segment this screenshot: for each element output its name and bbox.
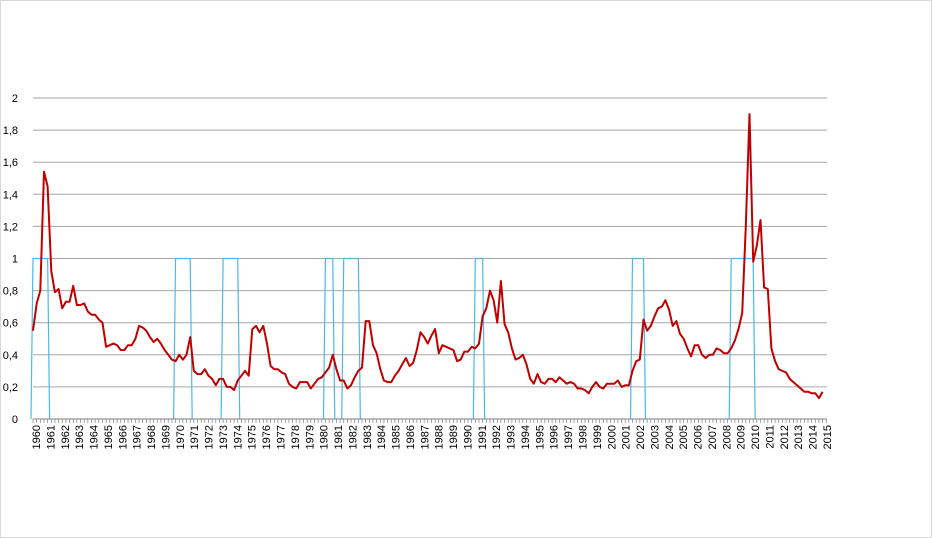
recession-interval (472, 257, 486, 420)
y-tick-label: 0,4 (3, 350, 18, 362)
y-tick-label: 1,2 (3, 221, 18, 233)
x-tick-label: 1960 (31, 425, 43, 449)
x-tick-label: 1963 (74, 425, 86, 449)
x-tick-label: 1983 (362, 425, 374, 449)
x-tick-label: 2009 (736, 425, 748, 449)
x-tick-label: 1980 (319, 425, 331, 449)
x-tick-label: 1986 (405, 425, 417, 449)
x-tick-label: 2011 (764, 425, 776, 449)
x-tick-label: 1973 (218, 425, 230, 449)
x-tick-label: 1990 (462, 425, 474, 449)
x-tick-label: 2001 (621, 425, 633, 449)
x-tick-label: 2008 (721, 425, 733, 449)
recession-indicator-series (30, 257, 756, 420)
main-series (32, 113, 824, 400)
y-tick-label: 0,2 (3, 382, 18, 394)
x-tick-label: 1972 (204, 425, 216, 449)
x-tick-label: 1976 (261, 425, 273, 449)
x-tick-label: 2015 (822, 425, 834, 449)
x-tick-label: 1982 (347, 425, 359, 449)
grid-lines (33, 97, 827, 388)
y-tick-label: 1,6 (3, 157, 18, 169)
recession-interval (728, 257, 756, 420)
recession-interval (341, 257, 361, 420)
x-tick-label: 1991 (477, 425, 489, 449)
x-axis (32, 418, 827, 423)
x-tick-label: 1962 (60, 425, 72, 449)
x-tick-label: 2007 (707, 425, 719, 449)
x-tick-label: 2012 (779, 425, 791, 449)
x-tick-label: 1987 (419, 425, 431, 449)
x-tick-label: 1998 (578, 425, 590, 449)
x-tick-label: 2010 (750, 425, 762, 449)
x-tick-label: 2006 (693, 425, 705, 449)
x-tick-label: 2002 (635, 425, 647, 449)
recession-interval (629, 257, 647, 420)
x-tick-label: 1984 (376, 425, 388, 449)
x-tick-label: 1992 (491, 425, 503, 449)
x-tick-label: 1966 (117, 425, 129, 449)
x-axis-tick-labels: 1960 1961 1962 1963 1964 1965 1966 1967 1968 1969… (31, 425, 834, 449)
x-tick-label: 1964 (89, 425, 101, 449)
y-tick-label: 1 (12, 254, 18, 266)
x-tick-label: 1993 (506, 425, 518, 449)
x-tick-label: 2014 (808, 425, 820, 449)
x-tick-label: 1969 (160, 425, 172, 449)
x-tick-label: 1968 (146, 425, 158, 449)
series-line (32, 113, 824, 400)
x-tick-label: 2005 (678, 425, 690, 449)
x-tick-label: 2013 (793, 425, 805, 449)
x-tick-label: 1996 (549, 425, 561, 449)
x-tick-label: 1985 (391, 425, 403, 449)
y-tick-label: 0,6 (3, 318, 18, 330)
x-tick-label: 1970 (175, 425, 187, 449)
x-tick-label: 2003 (649, 425, 661, 449)
x-tick-label: 2000 (606, 425, 618, 449)
x-tick-label: 1994 (520, 425, 532, 449)
x-tick-label: 2004 (664, 425, 676, 449)
y-tick-label: 0 (12, 414, 18, 426)
x-tick-label: 1961 (45, 425, 57, 449)
x-tick-label: 1978 (290, 425, 302, 449)
x-tick-label: 1977 (275, 425, 287, 449)
y-tick-label: 0,8 (3, 286, 18, 298)
x-tick-label: 1999 (592, 425, 604, 449)
x-tick-label: 1974 (232, 425, 244, 449)
x-tick-label: 1965 (103, 425, 115, 449)
x-tick-label: 1971 (189, 425, 201, 449)
y-tick-label: 1,4 (3, 189, 18, 201)
x-tick-label: 1988 (434, 425, 446, 449)
y-axis-tick-labels: 0 0,2 0,4 0,6 0,8 1 1,2 1,4 1,6 1,8 2 (3, 93, 18, 426)
x-tick-label: 1989 (448, 425, 460, 449)
x-tick-label: 1975 (247, 425, 259, 449)
x-tick-label: 1981 (333, 425, 345, 449)
y-tick-label: 1,8 (3, 125, 18, 137)
x-tick-label: 1997 (563, 425, 575, 449)
recession-interval (322, 257, 336, 420)
y-tick-label: 2 (12, 93, 18, 105)
x-tick-label: 1995 (534, 425, 546, 449)
recession-interval (220, 257, 241, 420)
x-tick-label: 1967 (132, 425, 144, 449)
x-tick-label: 1979 (304, 425, 316, 449)
